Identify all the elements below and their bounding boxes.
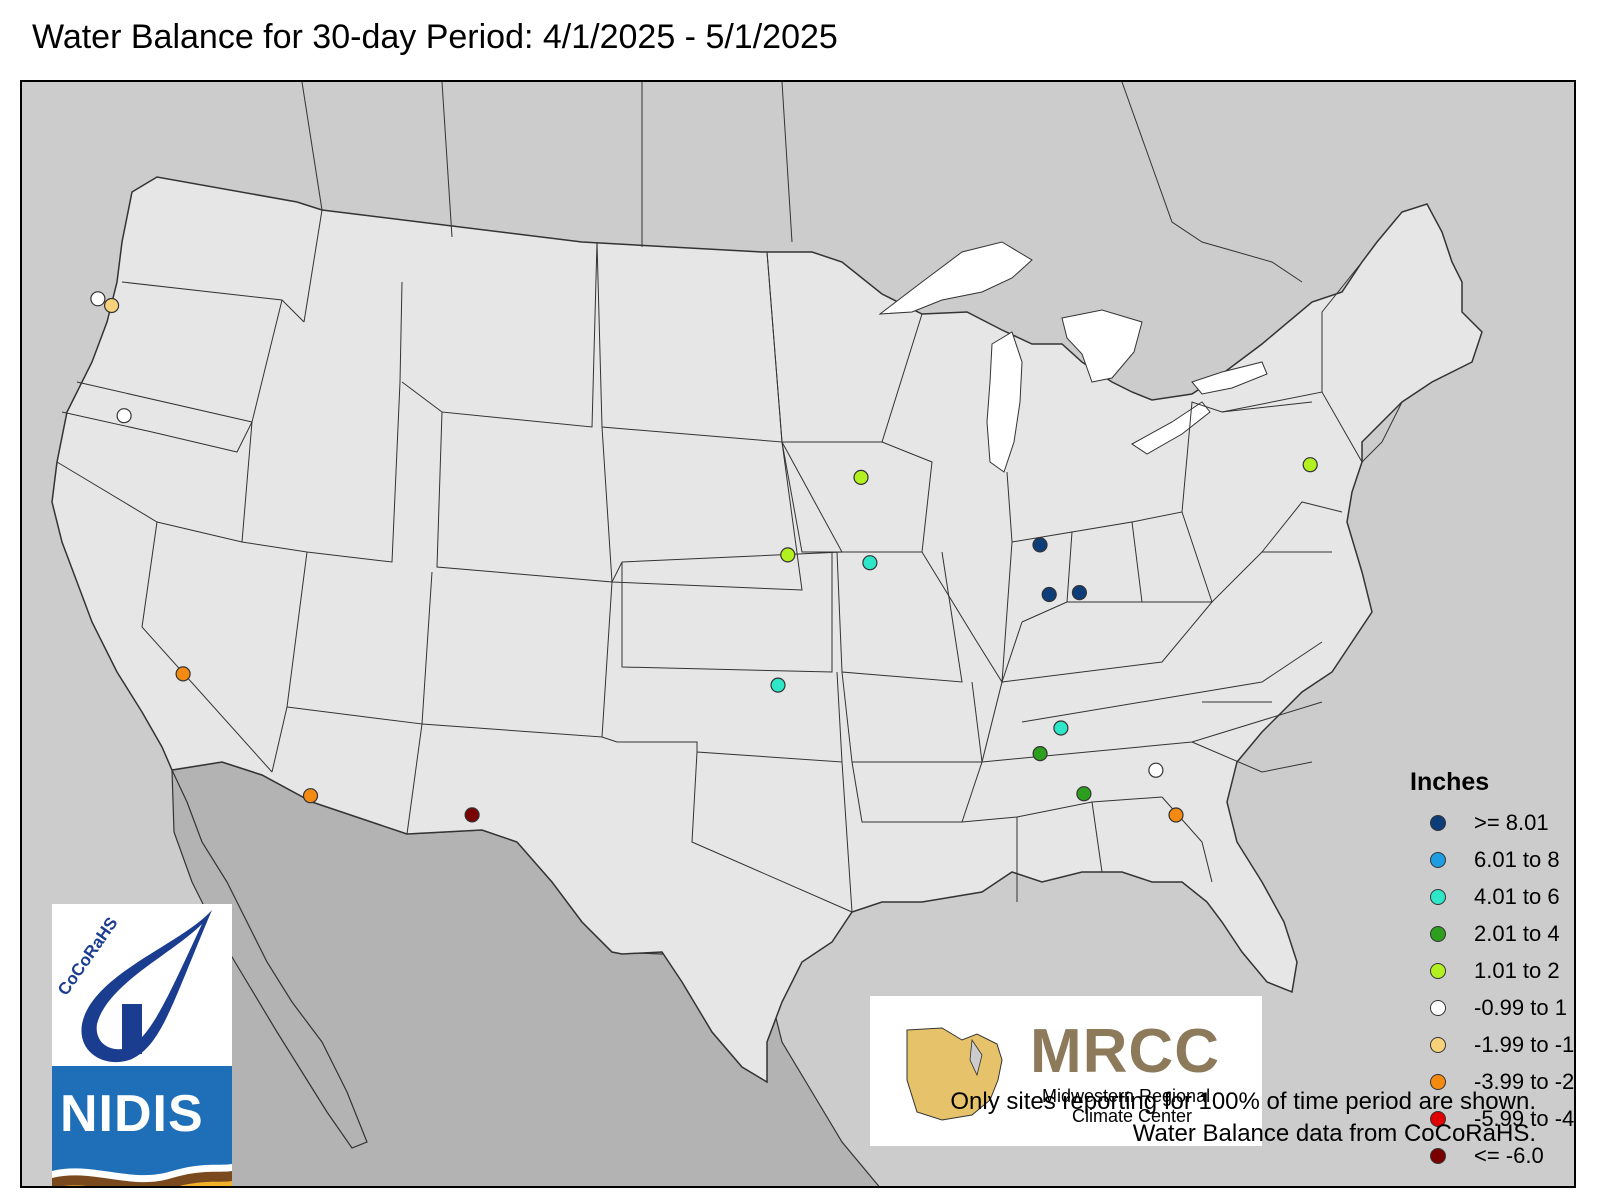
site-marker xyxy=(780,547,796,563)
legend-label: -3.99 to -2 xyxy=(1474,1069,1575,1094)
legend-item: 2.01 to 4 xyxy=(1430,921,1574,951)
legend-swatch xyxy=(1430,815,1446,831)
page-title: Water Balance for 30-day Period: 4/1/202… xyxy=(32,18,838,56)
site-marker xyxy=(862,555,878,571)
site-marker xyxy=(302,788,319,804)
legend-label: -0.99 to 1 xyxy=(1474,995,1567,1020)
canada-boundaries xyxy=(301,82,1303,283)
legend-label: 6.01 to 8 xyxy=(1474,847,1560,872)
cocorahs-logo: CoCoRaHS xyxy=(52,904,232,1074)
site-marker xyxy=(1168,807,1184,823)
legend-item: 1.01 to 2 xyxy=(1430,958,1574,988)
state-boundaries xyxy=(56,209,1403,913)
mrcc-logo: MRCC Midwestern Regional Climate Center xyxy=(870,996,1262,1146)
legend-label: <= -6.0 xyxy=(1474,1143,1544,1168)
legend-item: -5.99 to -4 xyxy=(1430,1106,1575,1136)
legend-label: 1.01 to 2 xyxy=(1474,958,1560,983)
legend-item: <= -6.0 xyxy=(1430,1143,1574,1173)
legend-swatch xyxy=(1430,852,1446,868)
lake-huron xyxy=(1061,309,1143,383)
site-marker xyxy=(770,677,786,693)
lake-michigan xyxy=(986,331,1023,473)
legend-swatch xyxy=(1430,1000,1446,1016)
legend-swatch xyxy=(1430,889,1446,905)
footnote-line2: Water Balance data from CoCoRaHS. xyxy=(1132,1120,1536,1147)
legend-swatch xyxy=(1430,1111,1446,1127)
site-marker xyxy=(1302,457,1318,473)
site-marker xyxy=(175,666,191,682)
legend-label: 2.01 to 4 xyxy=(1474,921,1560,946)
site-marker xyxy=(1148,762,1164,778)
legend-swatch xyxy=(1430,926,1446,942)
nidis-logo: NIDIS xyxy=(52,1066,232,1186)
map-frame: CoCoRaHS NIDIS MRCC Midwestern Regional … xyxy=(20,80,1576,1188)
legend-swatch xyxy=(1430,963,1446,979)
legend-item: 4.01 to 6 xyxy=(1430,884,1574,914)
mrcc-subtitle-line2: Climate Center xyxy=(1072,1106,1193,1126)
footnote: Only sites reporting for 100% of time pe… xyxy=(950,1086,1536,1150)
us-region xyxy=(51,176,1483,1084)
site-marker xyxy=(116,408,132,424)
legend-label: -1.99 to -1 xyxy=(1474,1032,1575,1057)
legend-label: 4.01 to 6 xyxy=(1474,884,1560,909)
nidis-wordmark: NIDIS xyxy=(60,1085,204,1143)
legend-label: -5.99 to -4 xyxy=(1474,1106,1575,1131)
site-marker xyxy=(90,291,106,307)
mrcc-subtitle-line1: Midwestern Regional xyxy=(1042,1086,1211,1106)
lake-ontario xyxy=(1191,361,1268,395)
lake-superior xyxy=(878,241,1033,315)
footnote-line1: Only sites reporting for 100% of time pe… xyxy=(950,1088,1536,1115)
site-marker xyxy=(464,807,480,823)
mrcc-wordmark: MRCC xyxy=(1030,1017,1220,1086)
site-marker xyxy=(1071,585,1088,601)
site-marker xyxy=(103,297,120,314)
legend-title: Inches xyxy=(1410,768,1490,796)
site-marker xyxy=(853,469,869,485)
legend-item: >= 8.01 xyxy=(1430,810,1574,840)
legend-swatch xyxy=(1430,1037,1446,1053)
legend-item: -0.99 to 1 xyxy=(1430,995,1574,1025)
legend-item: -1.99 to -1 xyxy=(1430,1032,1575,1062)
site-marker xyxy=(1053,720,1069,736)
sites-layer xyxy=(90,291,1318,823)
legend-swatch xyxy=(1430,1074,1446,1090)
site-marker xyxy=(1032,537,1048,553)
site-marker xyxy=(1041,586,1057,603)
midwest-region-icon xyxy=(906,1027,1003,1121)
legend-item: 6.01 to 8 xyxy=(1430,847,1574,877)
legend-item: -3.99 to -2 xyxy=(1430,1069,1575,1099)
site-marker xyxy=(1032,745,1048,762)
legend-swatch xyxy=(1430,1148,1446,1164)
site-marker xyxy=(1076,786,1092,802)
map xyxy=(22,82,1574,1186)
legend-label: >= 8.01 xyxy=(1474,810,1549,835)
